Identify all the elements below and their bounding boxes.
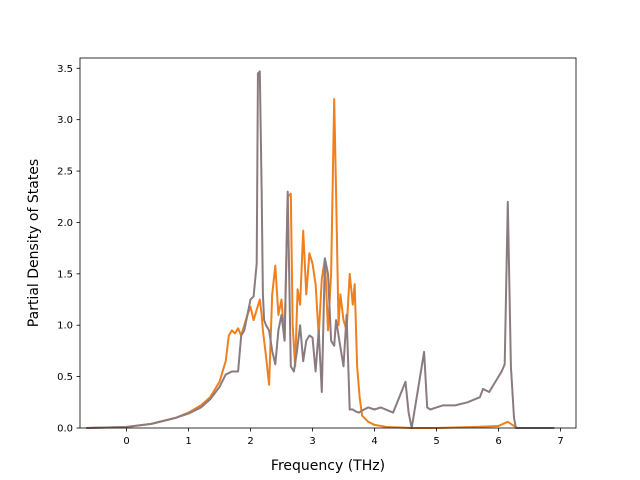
series-layer — [86, 70, 555, 429]
y-tick-label: 3.0 — [57, 115, 73, 126]
x-tick-label: 0 — [123, 436, 129, 447]
x-axis-label: Frequency (THz) — [271, 458, 385, 474]
x-axis: 0 1 2 3 4 5 6 7 — [123, 428, 564, 447]
y-tick-label: 2.5 — [57, 167, 73, 178]
x-tick-label: 3 — [309, 436, 315, 447]
x-tick-label: 5 — [433, 436, 439, 447]
y-axis-label: Partial Density of States — [26, 159, 42, 327]
y-tick-label: 2.0 — [57, 218, 73, 229]
y-tick-label: 1.5 — [57, 269, 73, 280]
x-tick-label: 4 — [371, 436, 377, 447]
series-line-1 — [86, 98, 555, 429]
x-tick-label: 6 — [495, 436, 501, 447]
x-tick-label: 7 — [557, 436, 563, 447]
y-tick-label: 1.0 — [57, 321, 73, 332]
x-tick-label: 2 — [247, 436, 253, 447]
y-tick-label: 0.5 — [57, 372, 73, 383]
y-tick-label: 3.5 — [57, 64, 73, 75]
plot-frame — [79, 57, 577, 429]
series-line-2 — [86, 70, 555, 429]
x-tick-label: 1 — [185, 436, 191, 447]
y-tick-label: 0.0 — [57, 424, 73, 435]
y-axis: 0.0 0.5 1.0 1.5 2.0 2.5 3.0 3.5 — [57, 64, 80, 435]
